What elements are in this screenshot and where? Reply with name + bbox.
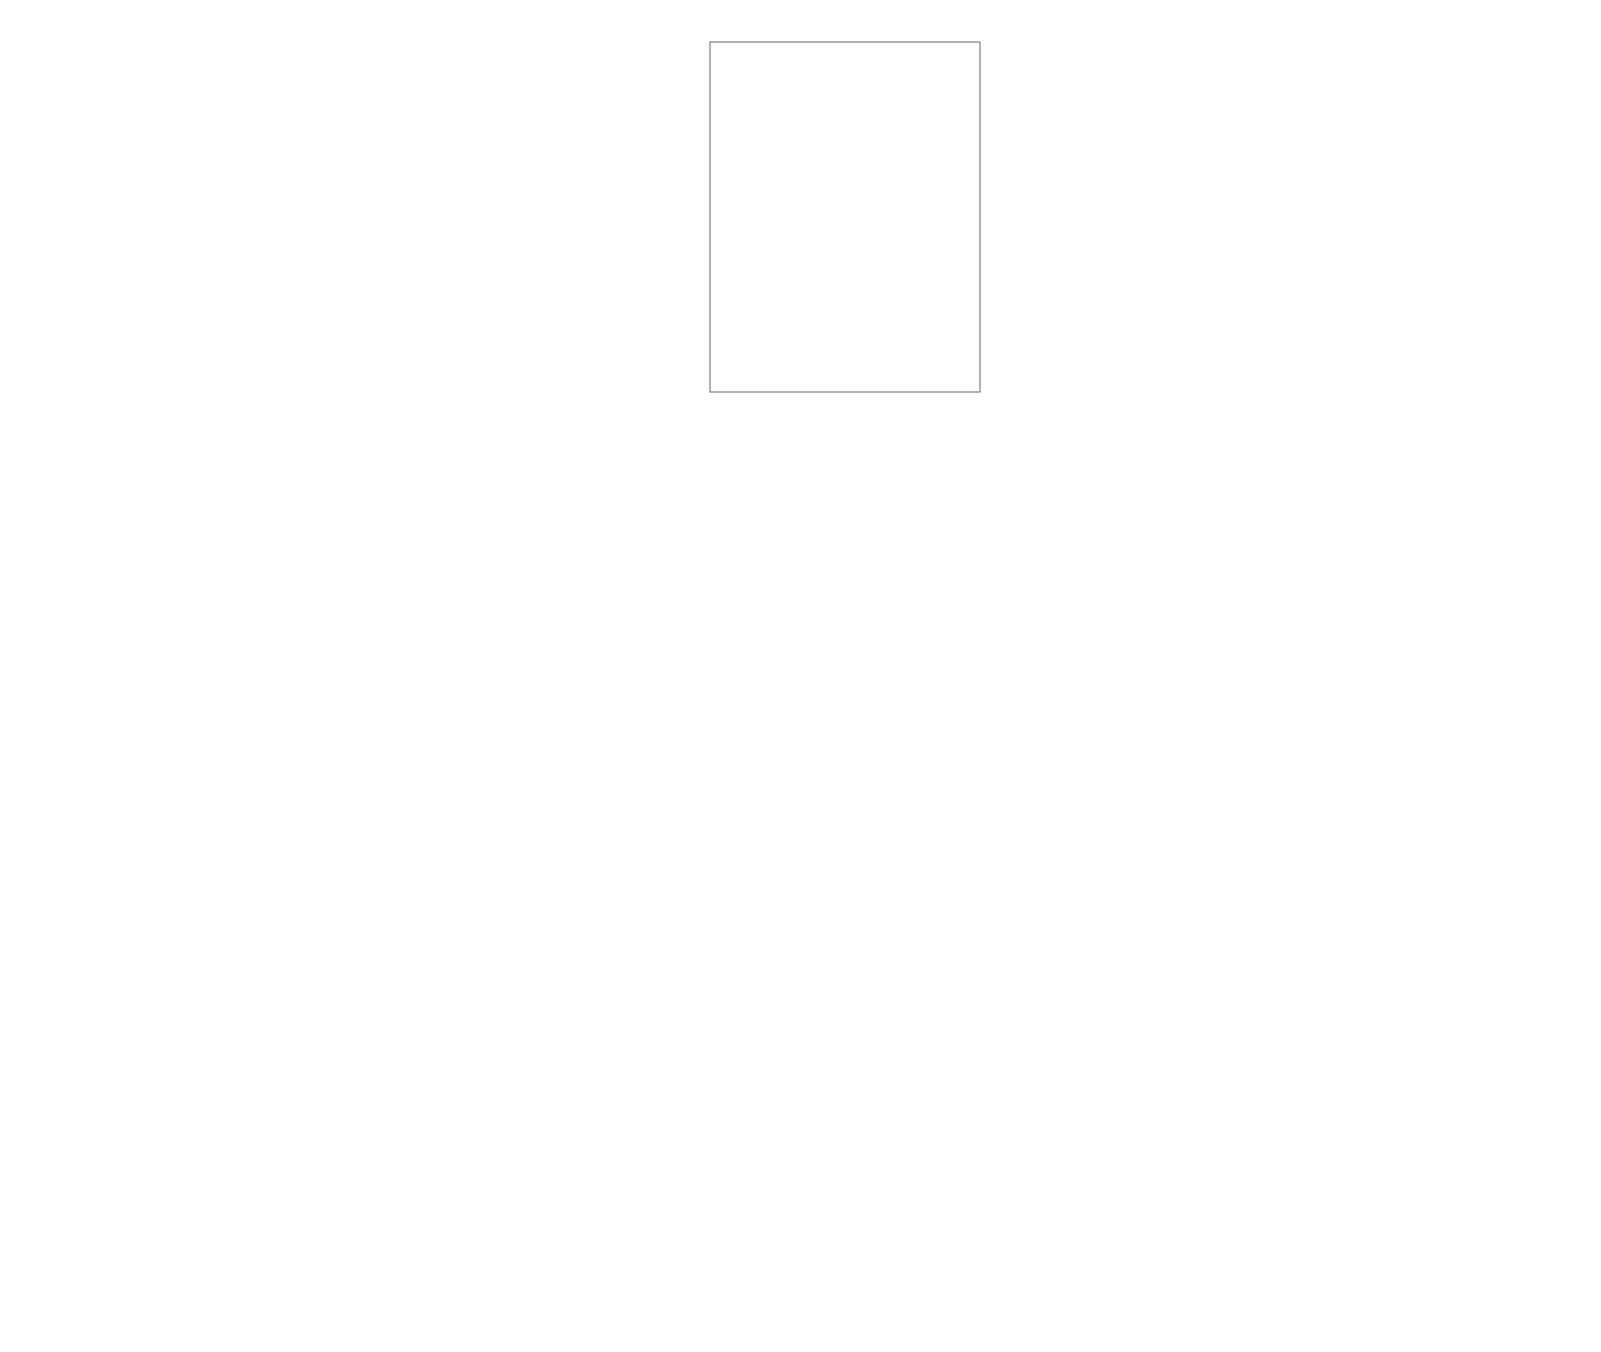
zone-box-root bbox=[710, 42, 980, 392]
dnssec-diagram bbox=[20, 20, 1601, 1332]
